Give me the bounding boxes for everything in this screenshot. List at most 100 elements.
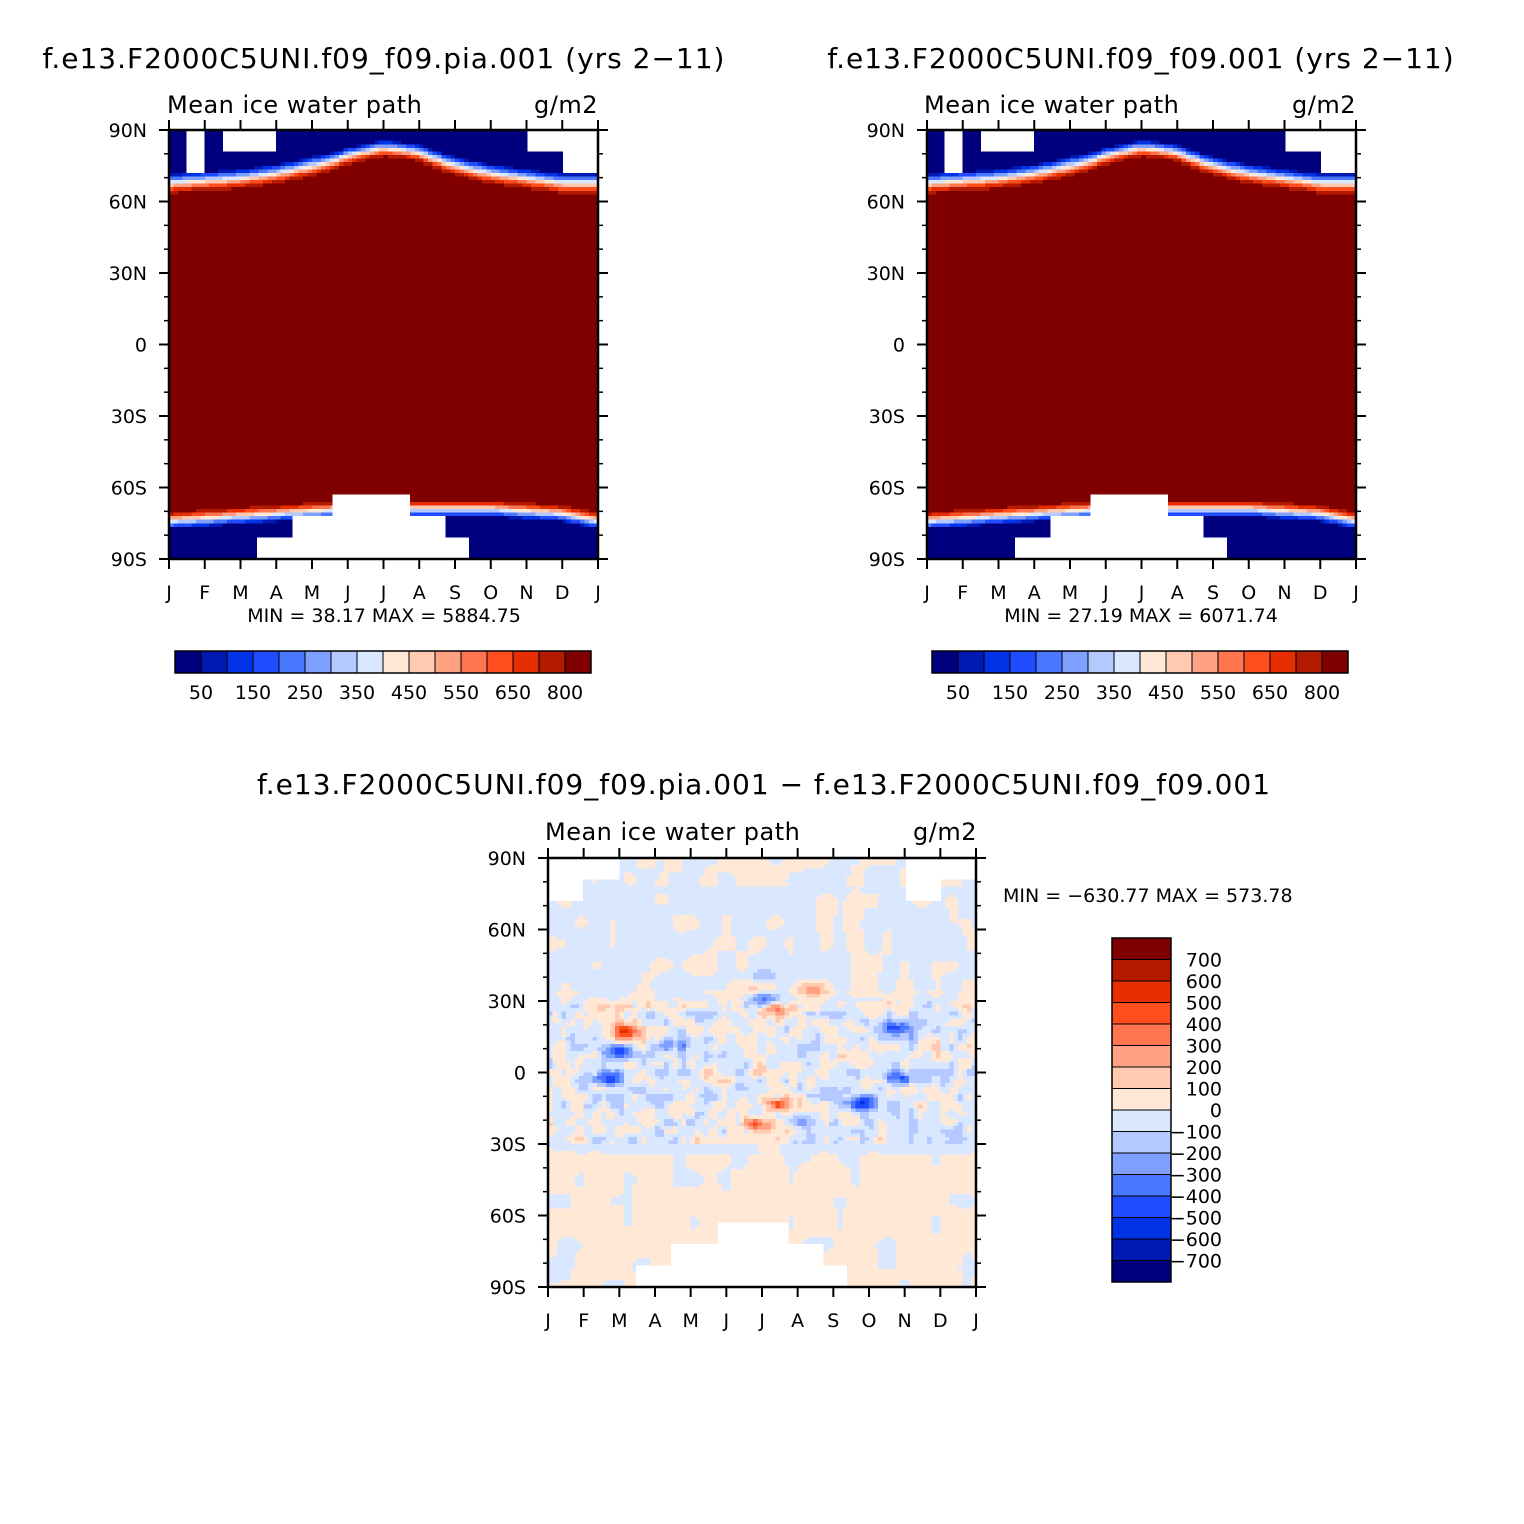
y-tick-label: 30S: [490, 1134, 526, 1156]
x-tick-label: M: [990, 582, 1006, 604]
colorbar-swatch: [1295, 650, 1323, 674]
colorbar-swatch: [1165, 650, 1193, 674]
colorbar-swatch: [1111, 1109, 1172, 1132]
missing-data-south: [1168, 516, 1204, 559]
colorbar-label: 250: [287, 682, 323, 704]
x-tick-label: J: [344, 582, 351, 604]
missing-data-north: [223, 130, 277, 152]
colorbar-label: 200: [1186, 1057, 1222, 1079]
x-tick-label: O: [1241, 582, 1256, 604]
y-tick-label: 30N: [109, 263, 147, 285]
x-tick-label: J: [972, 1310, 979, 1332]
missing-data-north: [562, 130, 598, 173]
colorbar-swatch: [1111, 1045, 1172, 1068]
x-tick-label: A: [270, 582, 283, 604]
panel3-main-title: f.e13.F2000C5UNI.f09_f09.pia.001 − f.e13…: [257, 768, 1271, 801]
missing-data-north: [981, 130, 1035, 152]
colorbar-label: 300: [1186, 1036, 1222, 1058]
missing-data-north: [186, 130, 205, 173]
y-tick-label: 0: [135, 335, 147, 357]
colorbar-swatch: [1111, 980, 1172, 1003]
x-tick-label: F: [957, 582, 968, 604]
x-tick-label: J: [544, 1310, 551, 1332]
colorbar-label: 500: [1186, 993, 1222, 1015]
missing-data-south: [823, 1265, 848, 1287]
colorbar-label: 50: [189, 682, 213, 704]
colorbar-swatch: [1111, 937, 1172, 960]
missing-data-north: [583, 858, 620, 880]
colorbar-swatch: [957, 650, 985, 674]
missing-data-north: [548, 858, 584, 901]
x-tick-label: J: [1352, 582, 1359, 604]
missing-data-south: [718, 1222, 789, 1287]
y-tick-label: 90N: [867, 120, 905, 142]
colorbar-label: −400: [1170, 1186, 1222, 1208]
colorbar-swatch: [1111, 1002, 1172, 1025]
y-tick-label: 90N: [109, 120, 147, 142]
panel2-units: g/m2: [1292, 91, 1356, 119]
y-tick-label: 60S: [490, 1206, 526, 1228]
colorbar-swatch: [1035, 650, 1063, 674]
colorbar-label: −300: [1170, 1165, 1222, 1187]
colorbar-swatch: [1111, 1066, 1172, 1089]
colorbar-swatch: [460, 650, 488, 674]
missing-data-north: [941, 858, 976, 880]
missing-data-north: [944, 130, 963, 173]
colorbar-swatch: [1111, 959, 1172, 982]
y-tick-label: 60S: [869, 478, 905, 500]
colorbar-swatch: [252, 650, 280, 674]
missing-data-south: [292, 516, 333, 559]
panel2-main-title: f.e13.F2000C5UNI.f09_f09.001 (yrs 2−11): [827, 42, 1454, 75]
colorbar-swatch: [1111, 1260, 1172, 1283]
x-tick-label: S: [1207, 582, 1219, 604]
panel1-main-title: f.e13.F2000C5UNI.f09_f09.pia.001 (yrs 2−…: [43, 42, 726, 75]
x-tick-label: J: [723, 1310, 730, 1332]
y-tick-label: 30N: [867, 263, 905, 285]
colorbar-label: −100: [1170, 1122, 1222, 1144]
colorbar-swatch: [356, 650, 384, 674]
x-tick-label: M: [232, 582, 248, 604]
y-tick-label: 30N: [488, 991, 526, 1013]
colorbar-swatch: [1111, 1023, 1172, 1046]
missing-data-south: [410, 516, 446, 559]
x-tick-label: A: [791, 1310, 804, 1332]
x-tick-label: M: [304, 582, 320, 604]
colorbar-label: 100: [1186, 1079, 1222, 1101]
colorbar-label: 600: [1186, 971, 1222, 993]
missing-data-south: [445, 537, 469, 559]
x-tick-label: A: [649, 1310, 662, 1332]
colorbar-label: 450: [391, 682, 427, 704]
colorbar-swatch: [931, 650, 959, 674]
colorbar-swatch: [278, 650, 306, 674]
missing-data-south: [1090, 494, 1169, 559]
colorbar-label: −200: [1170, 1143, 1222, 1165]
colorbar-label: 150: [992, 682, 1028, 704]
missing-data-north: [1285, 130, 1321, 152]
y-tick-label: 0: [514, 1063, 526, 1085]
missing-data-north: [1320, 130, 1356, 173]
x-tick-label: F: [578, 1310, 589, 1332]
x-tick-label: N: [898, 1310, 912, 1332]
panel1-colorbar: 50 150 250 350 450 550 650 800: [174, 650, 592, 704]
colorbar-label: 450: [1148, 682, 1184, 704]
panel2-left-title: Mean ice water path: [924, 91, 1179, 119]
x-tick-label: J: [923, 582, 930, 604]
colorbar-label: 800: [547, 682, 583, 704]
panel3-colorbar: 7006005004003002001000−100−200−300−400−5…: [1111, 937, 1222, 1283]
colorbar-swatch: [434, 650, 462, 674]
y-tick-label: 0: [893, 335, 905, 357]
colorbar-label: 0: [1210, 1100, 1222, 1122]
x-tick-label: M: [682, 1310, 698, 1332]
x-tick-label: J: [758, 1310, 765, 1332]
x-tick-label: J: [380, 582, 387, 604]
panel1-minmax: MIN = 38.17 MAX = 5884.75: [247, 605, 521, 627]
panel2-colorbar: 50 150 250 350 450 550 650 800: [931, 650, 1349, 704]
missing-data-south: [635, 1265, 672, 1287]
missing-data-south: [1015, 537, 1051, 559]
colorbar-swatch: [1111, 1088, 1172, 1111]
y-tick-label: 90S: [869, 549, 905, 571]
colorbar-label: 150: [235, 682, 271, 704]
colorbar-label: 550: [1200, 682, 1236, 704]
